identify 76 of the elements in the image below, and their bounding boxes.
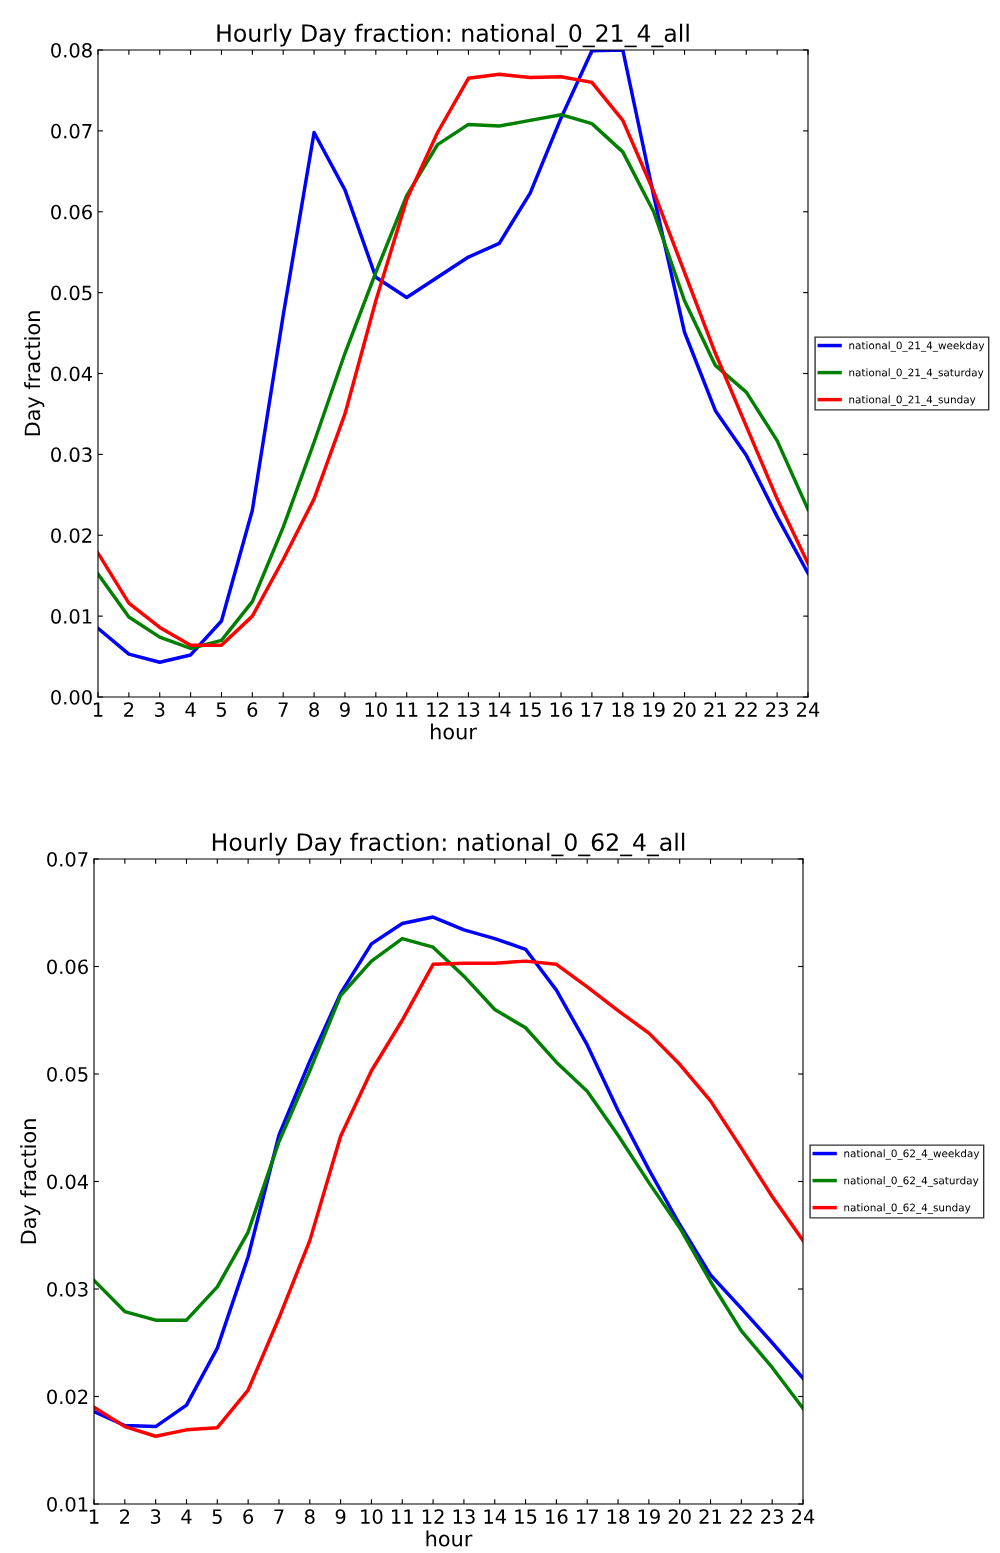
- x-tick-label: 3: [150, 1509, 161, 1524]
- y-tick-label: 0.02: [51, 528, 92, 543]
- x-tick-label: 10: [365, 702, 387, 717]
- x-tick-label: 9: [340, 702, 350, 717]
- x-tick-label: 17: [581, 702, 603, 717]
- x-tick-label: 11: [392, 1509, 413, 1524]
- y-tick-label: 0.03: [51, 447, 92, 463]
- y-tick-label: 0.04: [47, 1174, 89, 1190]
- x-tick-label: 20: [673, 702, 696, 717]
- x-tick-label: 6: [247, 702, 258, 717]
- x-tick-label: 8: [304, 1509, 315, 1524]
- x-tick-label: 4: [185, 702, 196, 717]
- y-tick-label: 0.07: [47, 851, 88, 867]
- y-tick-label: 0.05: [47, 1066, 88, 1082]
- x-tick-label: 7: [274, 1509, 284, 1524]
- y-tick-label: 0.03: [47, 1281, 88, 1297]
- x-tick-label: 22: [730, 1509, 752, 1524]
- x-tick-label: 24: [792, 1509, 815, 1524]
- x-tick-label: 14: [484, 1509, 507, 1524]
- x-tick-label: 1: [89, 1509, 99, 1524]
- x-tick-label: 22: [735, 702, 757, 717]
- y-tick-label: 0.06: [47, 959, 88, 975]
- x-tick-label: 19: [643, 702, 665, 717]
- x-tick-label: 14: [489, 702, 511, 717]
- x-tick-label: 5: [212, 1509, 222, 1524]
- x-tick-label: 15: [515, 1509, 537, 1524]
- x-axis-title: hour: [426, 1530, 473, 1547]
- x-tick-label: 11: [396, 702, 418, 717]
- x-tick-label: 21: [704, 702, 726, 717]
- x-tick-label: 21: [699, 1509, 722, 1524]
- x-tick-label: 13: [453, 1509, 475, 1524]
- x-tick-label: 2: [124, 702, 134, 717]
- x-tick-label: 8: [309, 702, 319, 717]
- y-tick-label: 0.02: [47, 1389, 88, 1405]
- y-tick-label: 0.01: [51, 609, 92, 624]
- x-tick-label: 12: [422, 1509, 444, 1524]
- legend-label: national_0_62_4_sunday: [844, 1203, 971, 1214]
- y-tick-label: 0.00: [51, 689, 92, 705]
- legend-label: national_0_62_4_weekday: [844, 1149, 980, 1160]
- x-tick-label: 13: [458, 702, 480, 717]
- legend-label: national_0_62_4_saturday: [844, 1176, 979, 1187]
- x-tick-label: 20: [668, 1509, 691, 1524]
- y-tick-label: 0.08: [51, 42, 92, 58]
- x-tick-label: 24: [797, 702, 820, 717]
- chart-title: Hourly Day fraction: national_0_62_4_all: [212, 832, 685, 857]
- legend-label: national_0_21_4_sunday: [849, 395, 976, 406]
- y-tick-label: 0.06: [51, 204, 92, 220]
- y-tick-label: 0.04: [51, 366, 93, 382]
- x-axis-title: hour: [431, 723, 477, 740]
- x-tick-label: 4: [181, 1509, 192, 1524]
- x-tick-label: 16: [546, 1509, 568, 1524]
- y-tick-label: 0.01: [47, 1496, 88, 1512]
- x-tick-label: 16: [550, 702, 573, 717]
- chart-title: Hourly Day fraction: national_0_21_4_all: [217, 23, 689, 48]
- x-tick-label: 18: [612, 702, 634, 717]
- y-axis-title: Day fraction: [24, 311, 45, 436]
- y-axis-title: Day fraction: [20, 1119, 41, 1244]
- y-tick-label: 0.05: [51, 285, 92, 301]
- x-tick-label: 3: [155, 702, 165, 717]
- y-tick-label: 0.07: [51, 123, 92, 139]
- legend-label: national_0_21_4_saturday: [849, 368, 984, 379]
- x-tick-label: 17: [576, 1509, 598, 1524]
- x-tick-label: 12: [427, 702, 448, 717]
- x-tick-label: 5: [216, 702, 226, 717]
- x-tick-label: 9: [335, 1509, 346, 1524]
- x-tick-label: 19: [638, 1509, 660, 1524]
- x-tick-label: 1: [93, 702, 103, 717]
- x-tick-label: 7: [278, 702, 288, 717]
- x-tick-label: 23: [761, 1509, 783, 1524]
- x-tick-label: 6: [243, 1509, 254, 1524]
- legend-label: national_0_21_4_weekday: [849, 341, 985, 352]
- x-tick-label: 15: [519, 702, 541, 717]
- x-tick-label: 2: [120, 1509, 130, 1524]
- x-tick-label: 23: [766, 702, 788, 717]
- x-tick-label: 18: [607, 1509, 630, 1524]
- x-tick-label: 10: [361, 1509, 383, 1524]
